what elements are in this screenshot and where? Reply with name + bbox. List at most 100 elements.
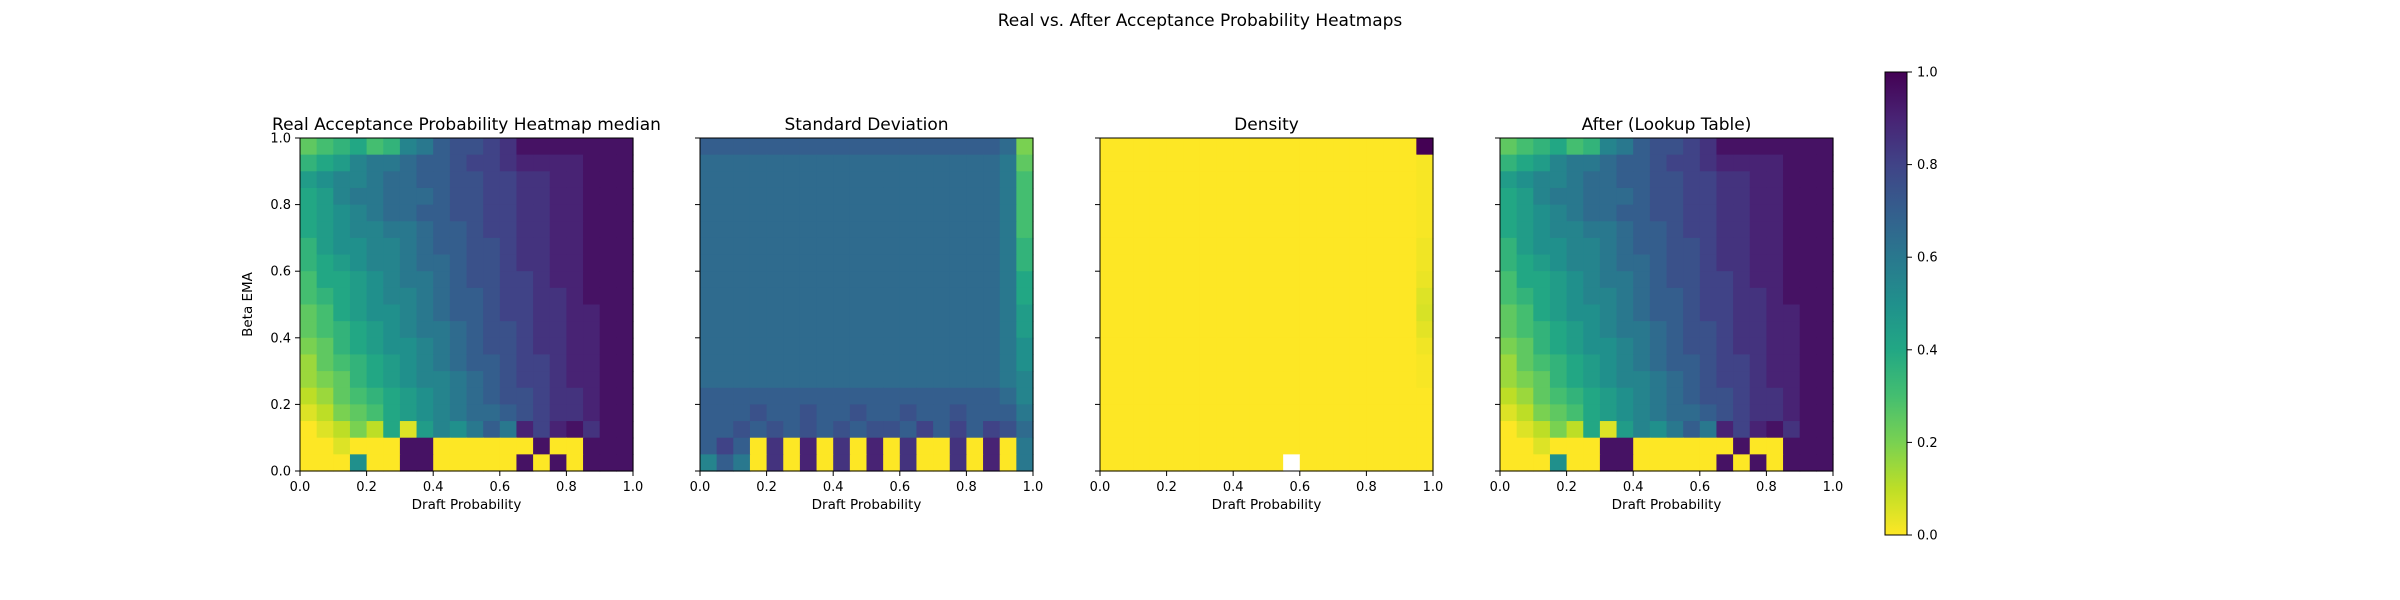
heatmap-cell [449, 404, 468, 422]
heatmap-cell [399, 371, 418, 389]
heatmap-cell [466, 254, 484, 272]
heatmap-cell [583, 354, 601, 372]
heatmap-cell [783, 204, 801, 222]
heatmap-cell [1199, 437, 1218, 455]
heatmap-cell [1116, 371, 1134, 389]
heatmap-cell [1249, 287, 1268, 306]
heatmap-cell [849, 354, 868, 372]
heatmap-cell [1383, 387, 1401, 405]
heatmap-cell [1133, 138, 1151, 156]
heatmap-cell [1133, 354, 1151, 372]
heatmap-cell [1766, 138, 1784, 156]
heatmap-cell [1199, 321, 1218, 339]
heatmap-cell [1100, 337, 1118, 356]
heatmap-cell [1699, 304, 1718, 322]
colorbar-tick-label: 0.4 [1917, 343, 1938, 358]
heatmap-cell [1783, 404, 1801, 422]
heatmap-cell [300, 171, 318, 189]
heatmap-cell [766, 321, 784, 339]
heatmap-cell [700, 254, 718, 272]
heatmap-cell [1266, 337, 1284, 356]
heatmap-cell [866, 287, 884, 306]
heatmap-cells [300, 138, 634, 472]
heatmap-cell [583, 404, 601, 422]
heatmap-cell [949, 154, 967, 172]
heatmap-cell [1733, 321, 1751, 339]
heatmap-cell [399, 387, 418, 405]
heatmap-cell [1783, 204, 1801, 222]
heatmap-cell [1366, 354, 1384, 372]
heatmap-cell [1633, 387, 1651, 405]
heatmap-cell [1116, 337, 1134, 356]
heatmap-cell [349, 404, 368, 422]
heatmap-cell [1166, 271, 1184, 289]
heatmap-cell [1316, 337, 1334, 356]
heatmap-cell [399, 321, 418, 339]
heatmap-cell [316, 287, 334, 306]
heatmap-cell [749, 171, 768, 189]
heatmap-cell [599, 204, 617, 222]
heatmap-cell [1749, 287, 1767, 306]
heatmap-cell [749, 304, 768, 322]
heatmap-cell [1183, 171, 1201, 189]
heatmap-cell [1183, 254, 1201, 272]
heatmap-cell [1366, 287, 1384, 306]
heatmap-cell [1666, 138, 1684, 156]
heatmap-cell [1500, 454, 1518, 472]
heatmap-cell [1616, 421, 1634, 439]
heatmap-cell [399, 138, 418, 156]
heatmap-cell [1116, 454, 1134, 472]
heatmap-cell [833, 271, 851, 289]
heatmap-cell [1616, 271, 1634, 289]
heatmap-cell [949, 187, 967, 206]
heatmap-cell [1016, 138, 1034, 156]
heatmap-cell [1549, 404, 1568, 422]
heatmap-cell [916, 354, 934, 372]
heatmap-cell [1333, 337, 1351, 356]
heatmap-cell [566, 371, 584, 389]
heatmap-cell [599, 304, 617, 322]
colorbar-tick-label: 0.0 [1917, 529, 1938, 544]
heatmap-cell [1733, 371, 1751, 389]
heatmap-cell [899, 204, 918, 222]
heatmap-cell [433, 354, 451, 372]
heatmap-cell [1666, 254, 1684, 272]
heatmap-cell [866, 171, 884, 189]
heatmap-cell [1633, 337, 1651, 356]
heatmap-cell [316, 304, 334, 322]
heatmap-cell [1616, 171, 1634, 189]
heatmap-cell [1599, 187, 1618, 206]
heatmap-cell [833, 254, 851, 272]
heatmap-cell [916, 371, 934, 389]
heatmap-cell [816, 138, 834, 156]
heatmap-cell [1133, 154, 1151, 172]
heatmap-cell [1566, 187, 1584, 206]
heatmap-cell [1183, 421, 1201, 439]
heatmap-cell [733, 371, 751, 389]
heatmap-cell [1716, 171, 1734, 189]
heatmap-cell [766, 387, 784, 405]
heatmap-cell [483, 271, 501, 289]
heatmap-cell [1766, 204, 1784, 222]
heatmap-cell [1216, 138, 1234, 156]
heatmap-cell [966, 304, 984, 322]
heatmap-cell [1599, 354, 1618, 372]
heatmap-cell [966, 237, 984, 256]
heatmap-cell [866, 138, 884, 156]
heatmap-cell [1599, 421, 1618, 439]
heatmap-cell [533, 254, 551, 272]
heatmap-cell [1199, 221, 1218, 239]
heatmap-cell [983, 421, 1001, 439]
heatmap-cell [1816, 254, 1834, 272]
heatmap-cell [1216, 204, 1234, 222]
heatmap-cell [1699, 171, 1718, 189]
heatmap-cell [933, 387, 951, 405]
heatmap-cell [1149, 254, 1168, 272]
heatmap-cell [1100, 204, 1118, 222]
heatmap-cell [716, 171, 734, 189]
heatmap-cell [916, 287, 934, 306]
heatmap-cell [1299, 154, 1318, 172]
heatmap-cell [583, 138, 601, 156]
heatmap-cell [833, 237, 851, 256]
